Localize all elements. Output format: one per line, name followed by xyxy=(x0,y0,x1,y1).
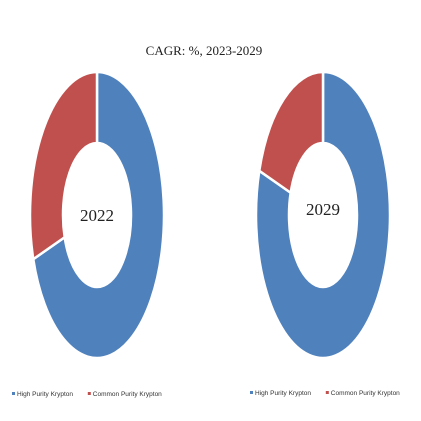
legend-label: Common Purity Krypton xyxy=(331,390,400,397)
donut-chart-0: 2022 High Purity Krypton Common Purity Kry… xyxy=(12,70,166,398)
donut-chart-1: 2029 High Purity Krypton Common Purity Kry… xyxy=(250,70,400,397)
chart-title: CAGR: %, 2023-2029 xyxy=(146,43,263,58)
legend-swatch xyxy=(12,392,15,395)
charts-group: 2022 High Purity Krypton Common Purity Kry… xyxy=(12,70,400,398)
legend-swatch xyxy=(250,391,253,394)
donut-slice-common-purity-krypton xyxy=(257,70,325,195)
legend-swatch xyxy=(325,391,329,394)
legend-swatch xyxy=(87,392,91,395)
legend-label: Common Purity Krypton xyxy=(93,391,162,398)
donut-slice-high-purity-krypton xyxy=(254,70,392,360)
donut-center-label: 2022 xyxy=(80,206,114,225)
donut-slice-high-purity-krypton xyxy=(31,70,166,360)
legend-label: High Purity Krypton xyxy=(17,391,73,398)
donut-center-label: 2029 xyxy=(306,200,340,219)
legend-label: High Purity Krypton xyxy=(255,390,311,397)
donut-slice-common-purity-krypton xyxy=(28,70,99,262)
